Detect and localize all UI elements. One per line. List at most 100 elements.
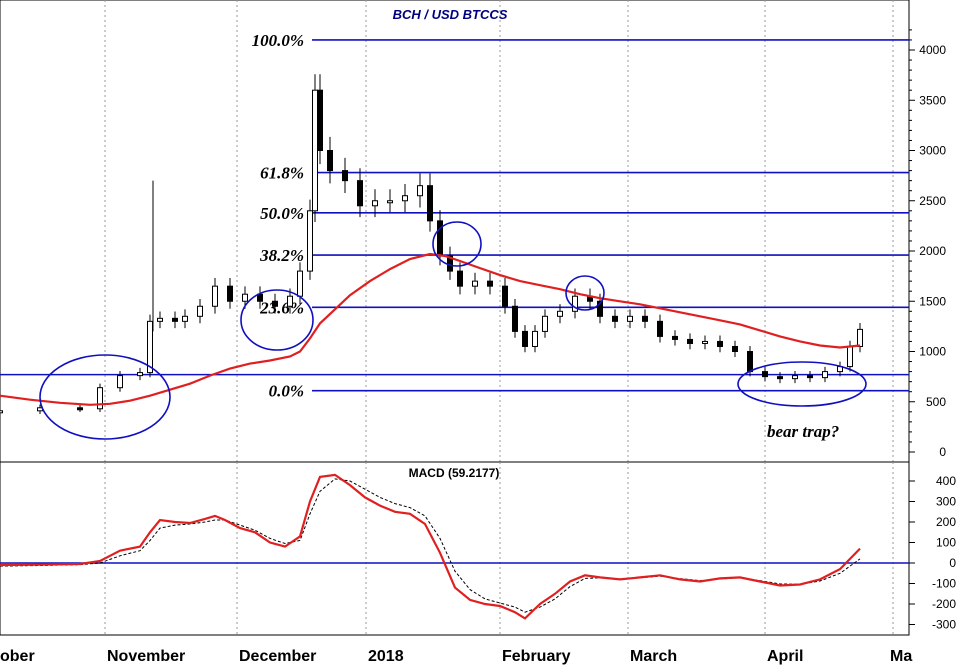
- candle-body-34: [502, 285, 508, 307]
- candle-body-52: [747, 351, 753, 373]
- candle-body-14: [257, 293, 263, 302]
- x-tick-label-1: November: [107, 648, 185, 665]
- macd-ytick-label-0: 400: [936, 474, 956, 488]
- highlight-circle-february: [565, 275, 605, 311]
- candle-body-38: [542, 315, 548, 332]
- candle-body-12: [227, 285, 233, 302]
- fib-label-1: 61.8%: [260, 164, 304, 183]
- candle-body-2: [77, 407, 83, 411]
- candle-body-26: [402, 195, 408, 202]
- candle-body-9: [182, 315, 188, 322]
- macd-ytick-label-6: -200: [932, 597, 956, 611]
- candle-body-16: [287, 295, 293, 307]
- price-gridlines: [104, 0, 894, 462]
- x-tick-label-6: April: [767, 648, 803, 665]
- candle-body-27: [417, 185, 423, 197]
- price-ytick-label-0: 0: [939, 445, 946, 459]
- price-ytick-label-8: 4000: [919, 43, 946, 57]
- macd-y-axis: 400 300 200 100 0 -100 -200 -300: [909, 474, 956, 632]
- candle-body-6: [147, 320, 153, 374]
- candle-body-3: [97, 387, 103, 410]
- x-tick-label-2: December: [239, 648, 316, 665]
- fib-label-3: 38.2%: [259, 246, 304, 265]
- price-ytick-label-1: 500: [926, 395, 946, 409]
- highlight-circles: [39, 221, 867, 440]
- macd-ytick-label-1: 300: [936, 495, 956, 509]
- candle-body-7: [157, 317, 163, 322]
- candle-body-19: [312, 89, 318, 212]
- candle-body-51: [732, 345, 738, 353]
- moving-average-line: [0, 252, 861, 406]
- candle-body-15: [272, 300, 278, 307]
- x-tick-label-3: 2018: [368, 648, 404, 665]
- macd-panel-frame: [0, 461, 910, 636]
- candle-body-43: [612, 315, 618, 322]
- candle-body-49: [702, 340, 708, 344]
- candle-body-50: [717, 340, 723, 347]
- candle-body-44: [627, 315, 633, 322]
- price-ytick-label-3: 1500: [919, 294, 946, 308]
- macd-ytick-label-3: 100: [936, 536, 956, 550]
- highlight-circle-november: [39, 354, 171, 440]
- bear-trap-annotation: bear trap?: [767, 422, 839, 441]
- candle-body-54: [777, 376, 783, 380]
- macd-panel: MACD (59.2177) 400 300 200 100 0 -100 -200 -300: [0, 461, 956, 636]
- fib-label-0: 100.0%: [252, 31, 304, 50]
- x-tick-label-7: Ma: [890, 648, 912, 665]
- candle-body-53: [762, 371, 768, 378]
- price-ytick-label-7: 3500: [919, 93, 946, 107]
- fibonacci-lines: 100.0% 61.8% 50.0% 38.2% 23.6% 0.0%: [0, 31, 909, 401]
- candle-body-24: [372, 200, 378, 207]
- candle-body-32: [472, 280, 478, 287]
- candle-body-21: [327, 150, 333, 172]
- candle-body-39: [557, 310, 563, 317]
- macd-chart-title: MACD (59.2177): [409, 466, 500, 480]
- macd-gridlines: [104, 462, 894, 635]
- price-ytick-label-4: 2000: [919, 244, 946, 258]
- macd-ytick-label-2: 200: [936, 515, 956, 529]
- x-tick-label-4: February: [502, 648, 571, 665]
- candle-body-40: [572, 295, 578, 312]
- candle-body-13: [242, 293, 248, 302]
- price-ytick-label-5: 2500: [919, 194, 946, 208]
- candle-body-46: [657, 320, 663, 337]
- candle-body-22: [342, 170, 348, 182]
- highlight-circle-january: [432, 221, 482, 267]
- candle-body-17: [297, 270, 303, 297]
- price-chart-title: BCH / USD BTCCS: [393, 7, 508, 22]
- candle-body-33: [487, 280, 493, 287]
- price-panel: BCH / USD BTCCS 100.0% 61.8% 50.0% 38.2% 23.…: [0, 0, 946, 463]
- candle-body-23: [357, 180, 363, 207]
- candle-body-18: [307, 210, 313, 272]
- candle-body-47: [672, 335, 678, 340]
- x-tick-label-5: March: [630, 648, 677, 665]
- fib-label-4: 23.6%: [259, 298, 304, 317]
- price-y-axis: 0 500 1000 1500 2000 2500 3000 3500 4000: [909, 29, 946, 459]
- price-ytick-label-2: 1000: [919, 345, 946, 359]
- candle-body-10: [197, 305, 203, 317]
- candle-body-8: [172, 317, 178, 322]
- candle-body-5: [137, 372, 143, 377]
- candle-body-11: [212, 285, 218, 307]
- candle-body-20: [317, 89, 323, 151]
- candle-body-55: [792, 375, 798, 380]
- macd-ytick-label-7: -300: [932, 618, 956, 632]
- candle-body-48: [687, 338, 693, 344]
- highlight-circle-december: [240, 289, 314, 351]
- candle-body-56: [807, 375, 813, 379]
- candle-body-45: [642, 315, 648, 322]
- candle-body-4: [117, 375, 123, 389]
- candle-body-0: [0, 410, 3, 414]
- candle-body-37: [532, 330, 538, 347]
- candle-body-60: [857, 328, 863, 347]
- macd-ytick-label-4: 0: [949, 556, 956, 570]
- x-tick-label-0: ober: [0, 648, 35, 665]
- price-panel-frame: [0, 0, 910, 463]
- fib-label-2: 50.0%: [260, 204, 304, 223]
- candle-body-57: [822, 371, 828, 379]
- fib-label-5: 0.0%: [269, 382, 304, 401]
- candle-body-36: [522, 330, 528, 347]
- candle-body-31: [457, 270, 463, 287]
- candle-body-28: [427, 185, 433, 222]
